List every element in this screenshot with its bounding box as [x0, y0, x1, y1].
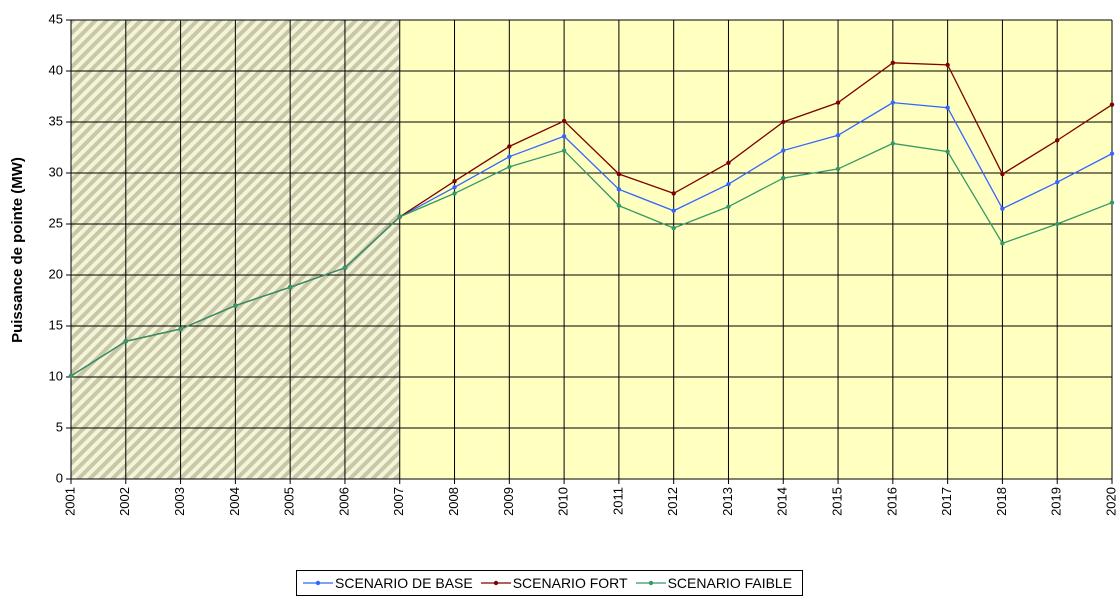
legend-swatch [303, 580, 333, 586]
y-tick-label: 45 [49, 11, 63, 26]
point [1109, 200, 1115, 205]
point [835, 166, 841, 172]
legend: SCENARIO DE BASE SCENARIO FORT SCENARIO FA… [296, 570, 804, 596]
legend-label: SCENARIO DE BASE [335, 575, 473, 591]
point [561, 134, 567, 139]
legend-item: SCENARIO FORT [479, 575, 628, 591]
point [726, 160, 731, 165]
point [616, 171, 622, 177]
y-tick-label: 25 [49, 215, 63, 230]
y-tick-label: 35 [49, 113, 63, 128]
x-tick-label: 2020 [1103, 487, 1116, 516]
y-tick-label: 40 [49, 62, 63, 77]
point [123, 339, 128, 344]
point [781, 119, 786, 125]
point [68, 373, 74, 379]
point [507, 164, 512, 170]
y-tick-label: 5 [56, 419, 63, 434]
point [1000, 171, 1005, 177]
point [452, 191, 457, 196]
point [781, 175, 786, 181]
x-tick-label: 2008 [446, 487, 461, 516]
point [561, 118, 567, 124]
x-tick-label: 2006 [336, 487, 351, 516]
point [890, 141, 896, 146]
x-tick-label: 2004 [227, 487, 242, 516]
x-tick-label: 2016 [884, 487, 899, 516]
point [890, 60, 896, 66]
point [726, 204, 731, 209]
point [835, 133, 841, 138]
point [945, 149, 950, 154]
point [452, 185, 457, 190]
x-tick-label: 2011 [610, 487, 625, 515]
point [287, 285, 293, 290]
x-tick-label: 2010 [556, 487, 571, 516]
legend-swatch [480, 580, 511, 586]
point [1055, 221, 1060, 227]
y-axis-label: Puissance de pointe (MW) [9, 157, 26, 343]
y-tick-label: 10 [49, 368, 63, 383]
point [507, 154, 512, 159]
x-tick-label: 2018 [994, 487, 1009, 516]
x-tick-label: 2013 [720, 487, 735, 516]
point [671, 208, 676, 213]
point [945, 105, 950, 110]
point [342, 265, 348, 271]
legend-swatch [635, 580, 666, 586]
x-tick-label: 2001 [62, 487, 77, 516]
x-tick-label: 2009 [501, 487, 516, 516]
point [945, 62, 950, 68]
point [1109, 102, 1115, 107]
legend-item: SCENARIO FAIBLE [634, 575, 792, 591]
x-tick-label: 2005 [282, 487, 297, 516]
point [890, 100, 896, 105]
legend-label: SCENARIO FORT [512, 575, 628, 591]
series-line [70, 142, 1113, 377]
x-tick-label: 2012 [665, 487, 680, 516]
point [671, 225, 676, 231]
point [781, 148, 786, 153]
point [233, 303, 238, 308]
y-tick-label: 20 [49, 266, 63, 281]
point [1055, 179, 1060, 185]
legend-label: SCENARIO FAIBLE [667, 575, 793, 591]
x-tick-label: 2014 [775, 487, 790, 516]
y-tick-label: 15 [49, 317, 63, 332]
point [1109, 151, 1115, 156]
point [561, 148, 567, 153]
x-tick-label: 2015 [829, 487, 844, 516]
point [397, 214, 402, 220]
y-tick-label: 0 [56, 470, 63, 485]
point [507, 144, 512, 149]
point [616, 187, 622, 192]
x-tick-label: 2017 [939, 487, 954, 516]
point [671, 191, 676, 196]
point [1000, 206, 1005, 211]
point [726, 182, 731, 187]
x-tick-label: 2007 [391, 487, 406, 516]
point [452, 178, 457, 184]
point [616, 203, 622, 208]
x-tick-label: 2002 [117, 487, 132, 516]
point [178, 326, 183, 332]
x-tick-label: 2003 [172, 487, 187, 516]
point [1000, 241, 1005, 246]
point [1055, 138, 1060, 143]
legend-item: SCENARIO DE BASE [301, 575, 473, 591]
x-tick-label: 2019 [1049, 487, 1064, 516]
y-tick-label: 30 [49, 164, 63, 179]
point [835, 100, 841, 105]
